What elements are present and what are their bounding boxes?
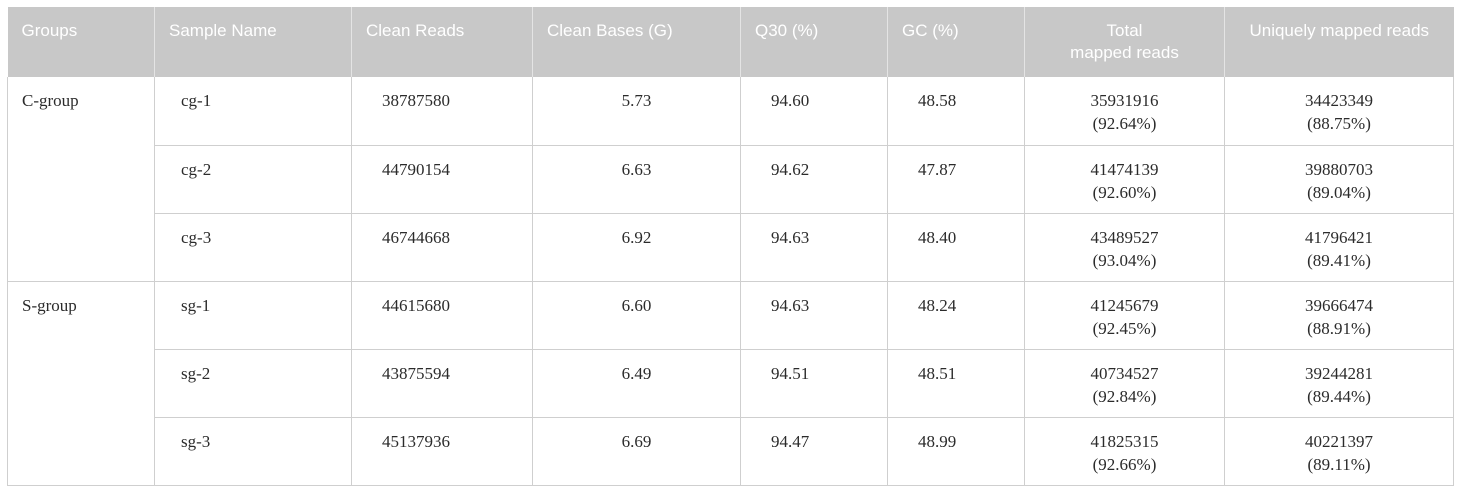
total-mapped-count: 41474139 xyxy=(1090,159,1159,179)
unique-mapped-count: 40221397 xyxy=(1305,431,1373,451)
clean-bases-cell: 6.60 xyxy=(532,281,741,350)
clean-bases-cell: 6.63 xyxy=(532,145,741,214)
gc-cell: 48.40 xyxy=(887,213,1025,282)
total-mapped-count: 40734527 xyxy=(1090,363,1159,383)
table-row: sg-3 45137936 6.69 94.47 48.99 41825315 … xyxy=(8,417,1454,486)
clean-reads-cell: 44615680 xyxy=(351,281,533,350)
q30-cell: 94.63 xyxy=(740,213,888,282)
total-mapped-percent: (93.04%) xyxy=(1092,250,1157,270)
total-mapped-cell: 41825315 (92.66%) xyxy=(1024,417,1225,486)
unique-mapped-cell: 40221397 (89.11%) xyxy=(1224,417,1454,486)
total-mapped-cell: 40734527 (92.84%) xyxy=(1024,349,1225,418)
sample-name-cell: cg-1 xyxy=(154,77,352,146)
clean-reads-cell: 45137936 xyxy=(351,417,533,486)
sample-name-cell: cg-3 xyxy=(154,213,352,282)
unique-mapped-count: 39880703 xyxy=(1305,159,1373,179)
header-total-line2: mapped reads xyxy=(1070,43,1179,62)
unique-mapped-percent: (89.44%) xyxy=(1307,386,1371,406)
unique-mapped-cell: 39666474 (88.91%) xyxy=(1224,281,1454,350)
clean-bases-cell: 5.73 xyxy=(532,77,741,146)
header-groups: Groups xyxy=(21,21,78,40)
gc-cell: 48.24 xyxy=(887,281,1025,350)
total-mapped-cell: 41474139 (92.60%) xyxy=(1024,145,1225,214)
header-row: Groups Sample Name Clean Reads Clean Bas… xyxy=(7,7,1454,77)
unique-mapped-percent: (89.11%) xyxy=(1307,454,1371,474)
unique-mapped-cell: 34423349 (88.75%) xyxy=(1224,77,1454,146)
total-mapped-cell: 41245679 (92.45%) xyxy=(1024,281,1225,350)
table-body: C-group cg-1 38787580 5.73 94.60 48.58 3… xyxy=(7,77,1454,486)
sample-name-cell: sg-3 xyxy=(154,417,352,486)
unique-mapped-percent: (88.91%) xyxy=(1307,318,1371,338)
sample-name-cell: sg-1 xyxy=(154,281,352,350)
total-mapped-cell: 35931916 (92.64%) xyxy=(1024,77,1225,146)
sequencing-stats-table: Groups Sample Name Clean Reads Clean Bas… xyxy=(7,7,1454,486)
group-cell: C-group xyxy=(7,77,155,282)
unique-mapped-percent: (89.04%) xyxy=(1307,182,1371,202)
clean-bases-cell: 6.92 xyxy=(532,213,741,282)
header-total-line1: Total xyxy=(1106,21,1143,40)
unique-mapped-count: 34423349 xyxy=(1305,91,1373,110)
q30-cell: 94.47 xyxy=(740,417,888,486)
q30-cell: 94.51 xyxy=(740,349,888,418)
total-mapped-percent: (92.66%) xyxy=(1092,454,1157,474)
unique-mapped-count: 41796421 xyxy=(1305,227,1373,247)
header-gc: GC (%) xyxy=(887,7,1025,77)
header-clean-reads: Clean Reads xyxy=(351,7,533,77)
unique-mapped-cell: 39880703 (89.04%) xyxy=(1224,145,1454,214)
header-uniquely-mapped-reads: Uniquely mapped reads xyxy=(1224,7,1454,77)
total-mapped-count: 41245679 xyxy=(1090,295,1159,315)
gc-cell: 48.58 xyxy=(887,77,1025,146)
header-clean-bases: Clean Bases (G) xyxy=(532,7,741,77)
clean-bases-cell: 6.69 xyxy=(532,417,741,486)
table-row: cg-2 44790154 6.63 94.62 47.87 41474139 … xyxy=(8,145,1454,214)
header-total-mapped-reads: Total mapped reads xyxy=(1024,7,1225,77)
clean-reads-cell: 44790154 xyxy=(351,145,533,214)
total-mapped-count: 35931916 xyxy=(1090,91,1159,110)
clean-bases-cell: 6.49 xyxy=(532,349,741,418)
gc-cell: 48.51 xyxy=(887,349,1025,418)
total-mapped-cell: 43489527 (93.04%) xyxy=(1024,213,1225,282)
header-sample-name: Sample Name xyxy=(154,7,352,77)
total-mapped-percent: (92.84%) xyxy=(1092,386,1157,406)
table-row: sg-2 43875594 6.49 94.51 48.51 40734527 … xyxy=(8,349,1454,418)
unique-mapped-count: 39666474 xyxy=(1305,295,1373,315)
q30-cell: 94.60 xyxy=(740,77,888,146)
q30-cell: 94.62 xyxy=(740,145,888,214)
table-row: C-group cg-1 38787580 5.73 94.60 48.58 3… xyxy=(7,77,1454,282)
sample-name-cell: cg-2 xyxy=(154,145,352,214)
clean-reads-cell: 46744668 xyxy=(351,213,533,282)
total-mapped-percent: (92.60%) xyxy=(1092,182,1157,202)
header-q30: Q30 (%) xyxy=(740,7,888,77)
total-mapped-count: 43489527 xyxy=(1090,227,1159,247)
sample-name-cell: sg-2 xyxy=(154,349,352,418)
unique-mapped-cell: 39244281 (89.44%) xyxy=(1224,349,1454,418)
gc-cell: 47.87 xyxy=(887,145,1025,214)
table-header: Groups Sample Name Clean Reads Clean Bas… xyxy=(7,7,1454,77)
unique-mapped-percent: (89.41%) xyxy=(1307,250,1371,270)
clean-reads-cell: 38787580 xyxy=(351,77,533,146)
table-row: cg-3 46744668 6.92 94.63 48.40 43489527 … xyxy=(8,213,1454,282)
unique-mapped-cell: 41796421 (89.41%) xyxy=(1224,213,1454,282)
table-row: S-group sg-1 44615680 6.60 94.63 48.24 4… xyxy=(7,281,1454,486)
total-mapped-percent: (92.64%) xyxy=(1092,114,1157,133)
unique-mapped-count: 39244281 xyxy=(1305,363,1373,383)
group-cell: S-group xyxy=(7,281,155,486)
q30-cell: 94.63 xyxy=(740,281,888,350)
unique-mapped-percent: (88.75%) xyxy=(1307,114,1371,133)
clean-reads-cell: 43875594 xyxy=(351,349,533,418)
total-mapped-count: 41825315 xyxy=(1090,431,1159,451)
total-mapped-percent: (92.45%) xyxy=(1092,318,1157,338)
gc-cell: 48.99 xyxy=(887,417,1025,486)
